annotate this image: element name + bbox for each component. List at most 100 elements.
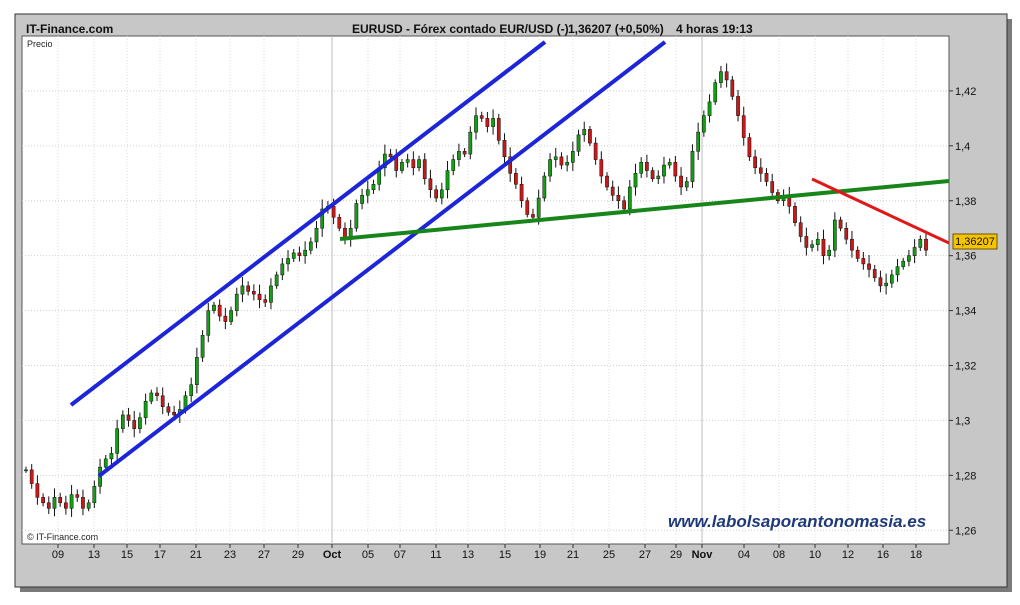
candle-body <box>525 200 530 215</box>
x-tick-label: 07 <box>394 549 406 561</box>
candle-body <box>46 502 51 509</box>
candle-body <box>41 497 45 504</box>
candle-body <box>770 181 775 193</box>
candle-body <box>314 227 319 243</box>
candle <box>286 250 290 272</box>
y-tick-label: 1,42 <box>955 86 976 98</box>
candle <box>246 281 251 296</box>
candle <box>548 153 552 182</box>
x-tick-label: 08 <box>773 549 785 561</box>
candle-body <box>143 400 148 418</box>
candle-body <box>599 159 604 177</box>
candle-body <box>479 115 484 119</box>
candle <box>434 185 438 203</box>
candle-body <box>58 497 63 504</box>
candle-body <box>855 249 860 259</box>
candle-body <box>918 238 923 248</box>
candle-body <box>160 395 165 407</box>
candle-body <box>69 494 74 509</box>
candle-body <box>810 244 814 248</box>
candle <box>593 137 598 165</box>
candle-body <box>263 299 268 303</box>
candle <box>120 410 125 433</box>
x-tick-label: 29 <box>292 549 304 561</box>
candle <box>149 389 154 405</box>
candle-body <box>815 238 820 245</box>
candle <box>166 402 171 416</box>
x-tick-label: 11 <box>430 549 441 561</box>
candle <box>633 163 638 196</box>
candle <box>371 179 376 194</box>
candle-body <box>798 222 803 237</box>
x-tick-label: 27 <box>639 549 651 561</box>
x-tick-label: 12 <box>842 549 854 561</box>
candle <box>542 172 547 202</box>
candle <box>314 221 319 249</box>
candle <box>354 199 359 232</box>
candle <box>155 387 159 401</box>
price-candles <box>24 63 928 517</box>
candle-body <box>861 258 866 265</box>
candle-body <box>889 274 894 284</box>
candle-body <box>206 310 211 336</box>
candle <box>303 241 307 264</box>
y-tick-label: 1,4 <box>955 141 970 153</box>
symbol-title: EURUSD - Fórex contado EUR/USD (-) <box>352 22 569 36</box>
candle-body <box>240 285 245 295</box>
candle <box>815 232 820 252</box>
candle <box>878 270 883 293</box>
candle-body <box>656 175 661 180</box>
x-tick-label: 21 <box>190 549 202 561</box>
candle <box>138 412 142 434</box>
candle-body <box>132 420 137 429</box>
y-tick-label: 1,26 <box>955 525 976 537</box>
candle-body <box>827 249 832 256</box>
candle-body <box>189 384 194 396</box>
candle <box>92 480 97 509</box>
candle-body <box>217 304 222 317</box>
candle <box>160 387 165 415</box>
candle-body <box>308 241 313 251</box>
candle <box>445 161 450 199</box>
y-tick-label: 1,3 <box>955 415 970 427</box>
candle <box>417 155 421 172</box>
candle-body <box>519 184 524 202</box>
candle <box>844 222 849 245</box>
candle <box>821 229 826 265</box>
candle-body <box>280 263 285 276</box>
candle-body <box>833 219 837 251</box>
candle-body <box>872 269 877 278</box>
candle-body <box>804 236 809 248</box>
candle <box>901 257 906 270</box>
x-tick-label: 29 <box>670 549 682 561</box>
candle-body <box>445 170 450 191</box>
candle <box>462 148 467 158</box>
candle <box>411 151 416 176</box>
candle-body <box>707 101 712 116</box>
candle-body <box>570 151 575 163</box>
candle <box>656 170 661 185</box>
candle-body <box>365 189 370 196</box>
candle-body <box>434 189 438 199</box>
candle-body <box>593 142 598 160</box>
candle <box>223 307 228 330</box>
candle-body <box>120 414 125 429</box>
candle-body <box>753 156 757 169</box>
candle-body <box>565 162 569 166</box>
candle <box>297 246 302 262</box>
candle-body <box>719 71 723 83</box>
candle <box>684 176 689 192</box>
candle-body <box>514 173 518 185</box>
candle <box>724 63 729 88</box>
candle-body <box>166 406 171 413</box>
interval-label: 4 horas <box>676 22 719 36</box>
candle <box>263 294 268 308</box>
candle <box>479 111 484 122</box>
candle <box>451 154 456 176</box>
candle-body <box>149 392 154 402</box>
y-tick-label: 1,28 <box>955 470 976 482</box>
candle <box>884 273 888 295</box>
x-tick-label: 13 <box>462 549 474 561</box>
candle <box>838 216 843 232</box>
